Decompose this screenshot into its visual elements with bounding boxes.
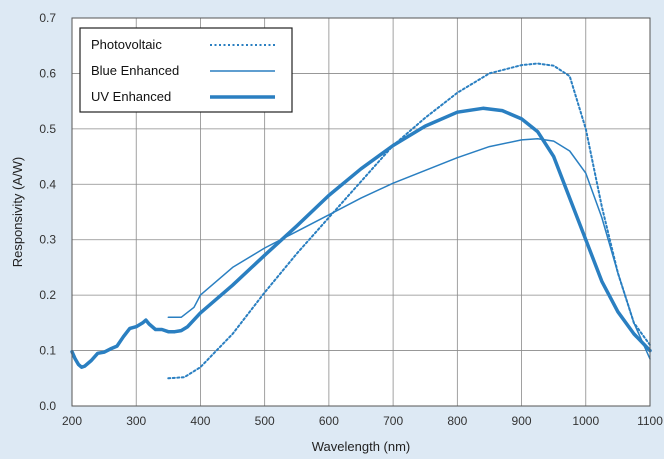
y-tick-label: 0.4 [39, 177, 56, 191]
series-line-photovoltaic [167, 62, 651, 380]
legend-label-photovoltaic: Photovoltaic [91, 37, 162, 52]
y-tick-label: 0.6 [39, 66, 56, 80]
x-tick-label: 600 [319, 414, 339, 428]
legend-label-blue-enhanced: Blue Enhanced [91, 63, 179, 78]
x-tick-label: 1100 [637, 414, 663, 428]
x-tick-label: 300 [126, 414, 146, 428]
y-tick-label: 0.2 [39, 288, 56, 302]
series-line-uv-enhanced [70, 106, 652, 369]
x-tick-label: 700 [383, 414, 403, 428]
y-tick-label: 0.1 [39, 344, 56, 358]
tick-labels: 200 300 400 500 600 700 800 900 1000 1100 0.0 0.1 0.… [39, 11, 663, 428]
x-tick-label: 400 [190, 414, 210, 428]
legend: Photovoltaic Blue Enhanced UV Enhanced [79, 27, 293, 113]
series-line-blue-enhanced [167, 138, 651, 360]
y-tick-label: 0.7 [39, 11, 56, 25]
legend-label-uv-enhanced: UV Enhanced [91, 89, 171, 104]
x-tick-label: 1000 [572, 414, 599, 428]
y-axis-label: Responsivity (A/W) [10, 157, 25, 268]
y-tick-label: 0.0 [39, 399, 56, 413]
plot-border [71, 17, 651, 407]
x-axis-label: Wavelength (nm) [312, 439, 411, 454]
y-tick-label: 0.3 [39, 233, 56, 247]
x-tick-label: 900 [512, 414, 532, 428]
x-tick-label: 800 [447, 414, 467, 428]
y-tick-label: 0.5 [39, 122, 56, 136]
x-tick-label: 500 [255, 414, 275, 428]
x-tick-label: 200 [62, 414, 82, 428]
series-layer [70, 62, 652, 380]
